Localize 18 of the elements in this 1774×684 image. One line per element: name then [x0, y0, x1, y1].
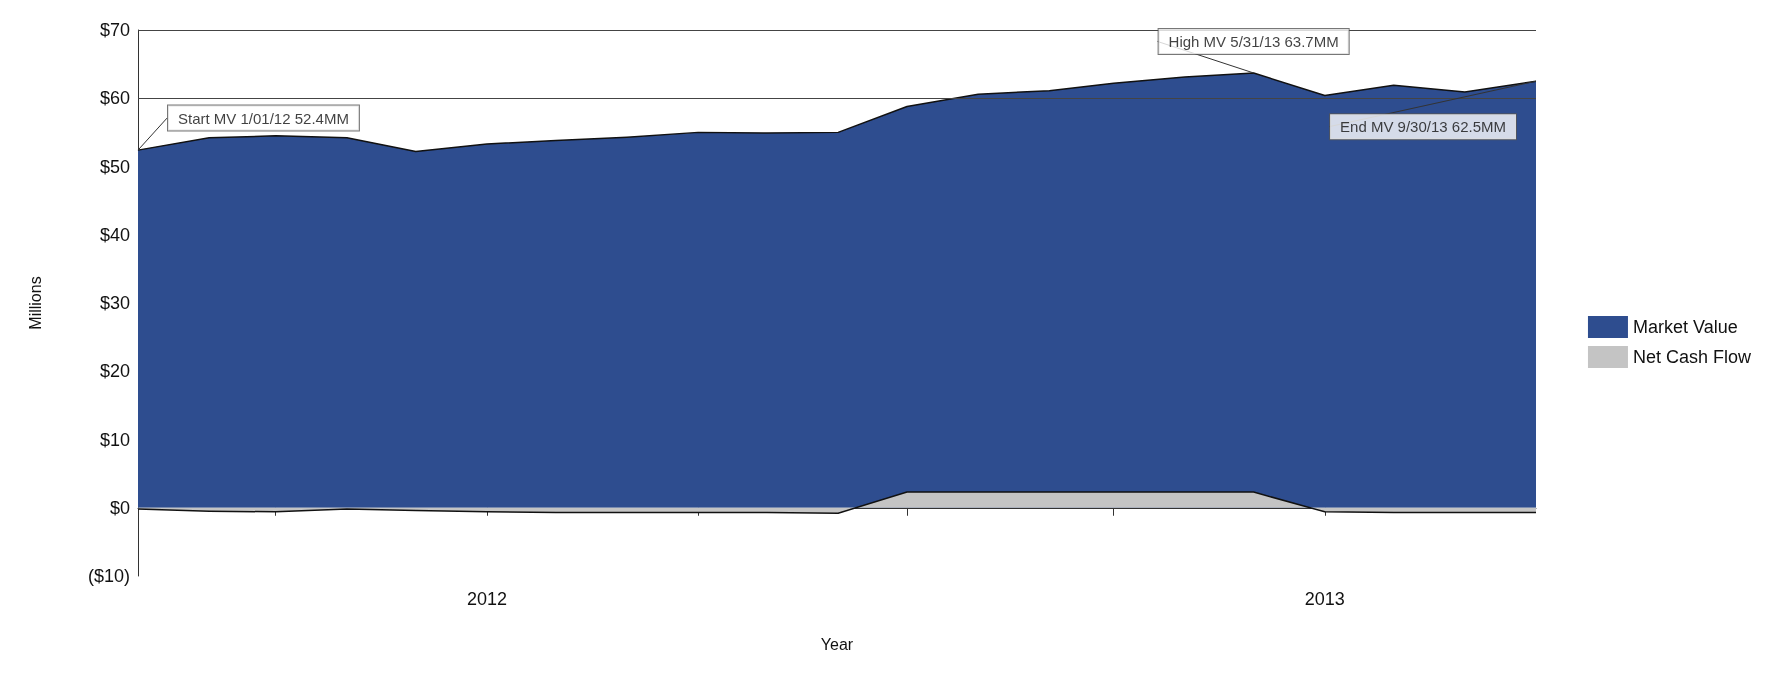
annotation: End MV 9/30/13 62.5MM	[1340, 118, 1506, 136]
x-tick-label: 2012	[466, 589, 507, 609]
y-tick-label: $60	[99, 88, 130, 109]
y-tick-label: $40	[99, 224, 130, 245]
y-tick-label: $0	[109, 497, 130, 518]
x-tick-label: 2013	[1304, 589, 1345, 609]
y-tick-label: $20	[99, 361, 130, 382]
legend-label: Net Cash Flow	[1632, 347, 1752, 367]
annotation: High MV 5/31/13 63.7MM	[1168, 33, 1339, 50]
y-tick-label: $50	[99, 156, 130, 177]
legend-label: Market Value	[1632, 317, 1738, 337]
y-tick-label: ($10)	[87, 566, 130, 586]
y-tick-label: $10	[99, 429, 130, 450]
y-tick-label: $30	[99, 293, 130, 313]
y-tick-label: $70	[99, 20, 130, 40]
annotation: Start MV 1/01/12 52.4MM	[178, 109, 349, 127]
y-axis-title: Millions	[26, 276, 44, 330]
x-axis-title: Year	[820, 635, 854, 653]
